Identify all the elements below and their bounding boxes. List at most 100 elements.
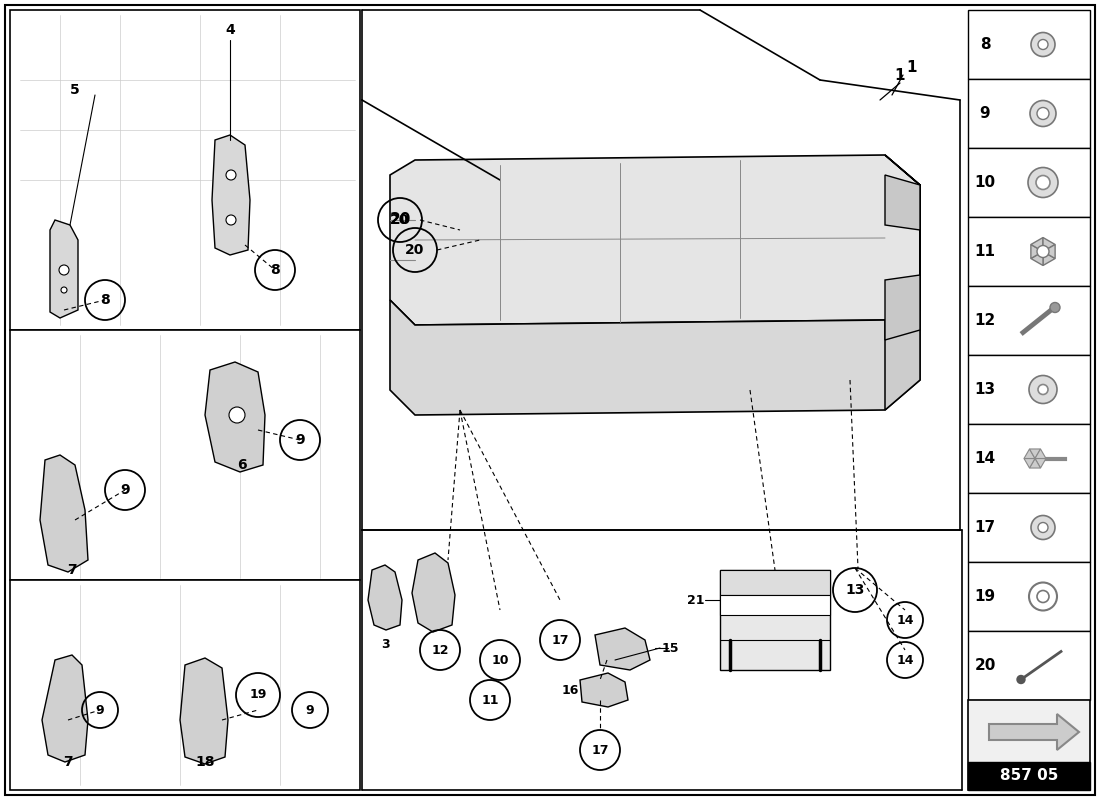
Text: 9: 9 bbox=[96, 703, 104, 717]
Text: 4: 4 bbox=[226, 23, 235, 37]
Text: 17: 17 bbox=[975, 520, 996, 535]
Text: 8: 8 bbox=[980, 37, 990, 52]
Bar bbox=[10, 580, 360, 790]
Bar bbox=[968, 424, 1090, 493]
Text: 11: 11 bbox=[482, 694, 498, 706]
Circle shape bbox=[1037, 107, 1049, 119]
Text: 12: 12 bbox=[975, 313, 996, 328]
Polygon shape bbox=[580, 673, 628, 707]
Circle shape bbox=[1037, 246, 1049, 258]
Circle shape bbox=[229, 407, 245, 423]
Polygon shape bbox=[1030, 449, 1041, 458]
Text: 20: 20 bbox=[975, 658, 996, 673]
Bar bbox=[720, 570, 830, 670]
Text: 5: 5 bbox=[70, 83, 80, 97]
Circle shape bbox=[226, 170, 236, 180]
Text: 9: 9 bbox=[980, 106, 990, 121]
Text: 19: 19 bbox=[250, 689, 266, 702]
Polygon shape bbox=[1043, 238, 1055, 251]
Circle shape bbox=[1038, 39, 1048, 50]
Text: 19: 19 bbox=[975, 589, 996, 604]
Text: 9: 9 bbox=[120, 483, 130, 497]
Text: 21: 21 bbox=[688, 594, 705, 606]
Polygon shape bbox=[205, 362, 265, 472]
Circle shape bbox=[1031, 33, 1055, 57]
Text: 11: 11 bbox=[975, 244, 996, 259]
Bar bbox=[968, 700, 1090, 790]
Bar bbox=[968, 355, 1090, 424]
Circle shape bbox=[59, 265, 69, 275]
Text: 14: 14 bbox=[975, 451, 996, 466]
Text: 13: 13 bbox=[975, 382, 996, 397]
Text: 17: 17 bbox=[592, 743, 608, 757]
Text: 20: 20 bbox=[405, 243, 425, 257]
Text: 20: 20 bbox=[390, 213, 409, 227]
Bar bbox=[10, 10, 360, 330]
Polygon shape bbox=[368, 565, 402, 630]
Polygon shape bbox=[1043, 251, 1055, 266]
Circle shape bbox=[1031, 515, 1055, 539]
Polygon shape bbox=[1031, 238, 1043, 251]
Polygon shape bbox=[180, 658, 228, 764]
Polygon shape bbox=[1031, 251, 1043, 266]
Text: 12: 12 bbox=[431, 643, 449, 657]
Bar bbox=[968, 148, 1090, 217]
Polygon shape bbox=[1043, 245, 1055, 258]
Bar bbox=[968, 217, 1090, 286]
Text: 7: 7 bbox=[67, 563, 77, 577]
Text: 8: 8 bbox=[100, 293, 110, 307]
Circle shape bbox=[1018, 675, 1025, 683]
Circle shape bbox=[226, 215, 236, 225]
Polygon shape bbox=[989, 714, 1079, 750]
Polygon shape bbox=[390, 300, 920, 415]
Polygon shape bbox=[1030, 458, 1041, 468]
Text: 10: 10 bbox=[492, 654, 508, 666]
Text: 3: 3 bbox=[381, 638, 389, 651]
Circle shape bbox=[1036, 175, 1050, 190]
Bar bbox=[968, 493, 1090, 562]
Circle shape bbox=[1038, 522, 1048, 533]
Text: 10: 10 bbox=[975, 175, 996, 190]
Bar bbox=[720, 570, 830, 595]
Bar bbox=[10, 330, 360, 580]
Polygon shape bbox=[40, 455, 88, 572]
Text: 17: 17 bbox=[551, 634, 569, 646]
Polygon shape bbox=[412, 553, 455, 632]
Bar bbox=[968, 562, 1090, 631]
Circle shape bbox=[60, 287, 67, 293]
Bar bbox=[968, 286, 1090, 355]
Polygon shape bbox=[20, 600, 355, 660]
Polygon shape bbox=[212, 135, 250, 255]
Polygon shape bbox=[1024, 449, 1035, 458]
Text: 7: 7 bbox=[63, 755, 73, 769]
Polygon shape bbox=[80, 150, 355, 290]
Text: 14: 14 bbox=[896, 654, 914, 666]
Circle shape bbox=[1050, 302, 1060, 313]
Text: 9: 9 bbox=[295, 433, 305, 447]
Text: 18: 18 bbox=[196, 755, 214, 769]
Circle shape bbox=[1028, 375, 1057, 403]
Text: 9: 9 bbox=[306, 703, 315, 717]
Text: 14: 14 bbox=[896, 614, 914, 626]
Bar bbox=[968, 79, 1090, 148]
Bar bbox=[968, 762, 1090, 790]
Text: 15: 15 bbox=[661, 642, 679, 654]
Bar bbox=[968, 631, 1090, 700]
Text: 1: 1 bbox=[906, 61, 916, 75]
Text: 1: 1 bbox=[894, 67, 905, 82]
Polygon shape bbox=[886, 275, 920, 340]
Polygon shape bbox=[1035, 458, 1046, 468]
Circle shape bbox=[1038, 385, 1048, 394]
Text: 8: 8 bbox=[271, 263, 279, 277]
Polygon shape bbox=[20, 355, 355, 450]
Polygon shape bbox=[50, 220, 78, 318]
Bar bbox=[968, 10, 1090, 79]
Polygon shape bbox=[886, 155, 920, 410]
Polygon shape bbox=[42, 655, 88, 762]
Bar bbox=[720, 595, 830, 615]
Text: 16: 16 bbox=[561, 683, 579, 697]
Text: 6: 6 bbox=[238, 458, 246, 472]
Text: 20: 20 bbox=[389, 213, 410, 227]
Text: 13: 13 bbox=[845, 583, 865, 597]
Polygon shape bbox=[1024, 458, 1035, 468]
